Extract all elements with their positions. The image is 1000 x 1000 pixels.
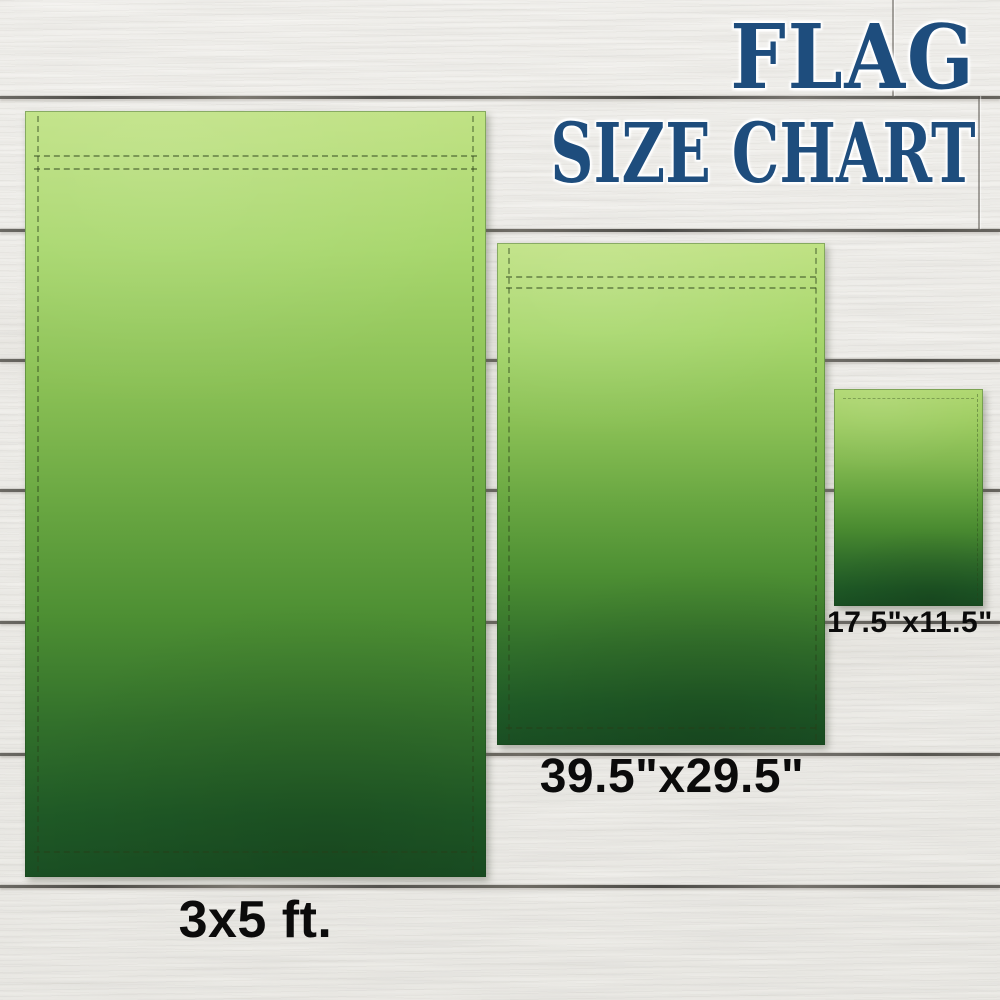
- plank-divider: [0, 885, 1000, 888]
- plank-divider: [0, 229, 1000, 232]
- stitch-line-bottom: [506, 727, 816, 729]
- title-line-size-chart: SIZE CHART: [550, 106, 976, 202]
- stitch-line-right: [472, 116, 474, 872]
- stitch-line-top: [506, 287, 816, 289]
- flag-large-size-label: 3x5 ft.: [178, 891, 333, 949]
- stitch-line-top: [34, 168, 477, 170]
- flag-medium-size-label: 39.5"x29.5": [539, 750, 805, 803]
- flag-small-size-label: 17.5"x11.5": [827, 606, 993, 639]
- stitch-line-top: [34, 155, 477, 157]
- flag-small: [834, 389, 983, 606]
- stitch-line-right: [815, 248, 817, 740]
- stitch-line-top: [506, 276, 816, 278]
- page-title: FLAG SIZE CHART: [393, 12, 976, 195]
- flag-medium: [497, 243, 825, 745]
- plank-seam: [978, 96, 980, 229]
- stitch-line-right: [977, 394, 978, 601]
- stitch-line-left: [508, 248, 510, 740]
- stitch-line-bottom: [34, 851, 477, 853]
- plank-divider: [0, 96, 1000, 99]
- title-line-flag: FLAG: [730, 4, 976, 109]
- flag-large: [25, 111, 486, 877]
- plank-divider: [0, 753, 1000, 756]
- stitch-line-top: [843, 398, 974, 399]
- stitch-line-left: [37, 116, 39, 872]
- plank-seam: [892, 0, 894, 96]
